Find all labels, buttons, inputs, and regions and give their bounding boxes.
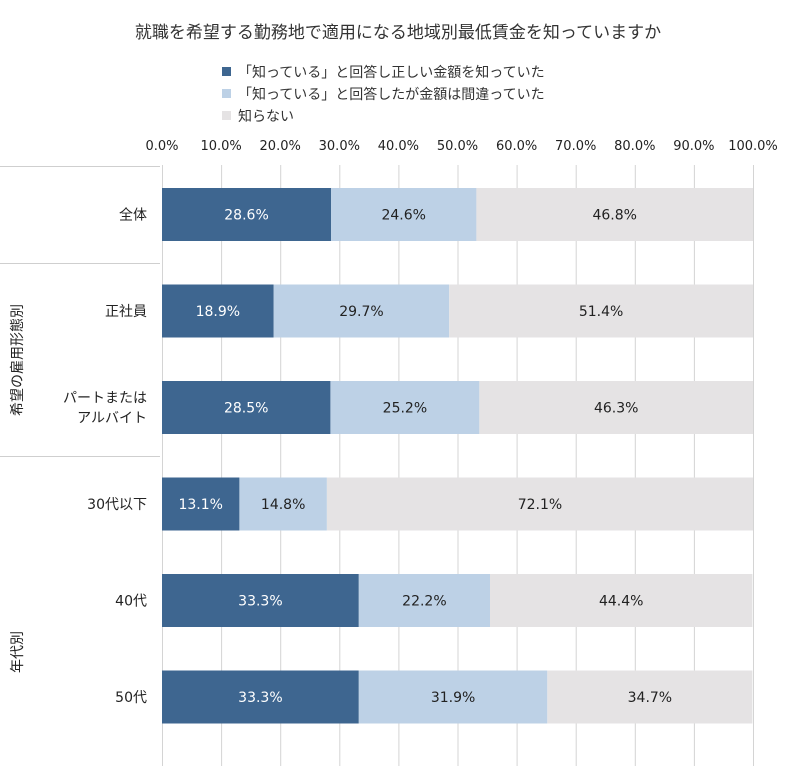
legend-swatch	[222, 111, 231, 120]
data-label: 28.6%	[224, 208, 268, 224]
bar-segment	[239, 477, 327, 531]
bar-segment	[449, 284, 753, 338]
category-label: パートまたは	[63, 391, 147, 407]
data-label: 24.6%	[381, 208, 425, 224]
data-label: 33.3%	[238, 690, 282, 706]
category-label: 全体	[119, 207, 147, 224]
legend-entry: 「知っている」と回答したが金額は間違っていた	[238, 86, 545, 103]
data-label: 28.5%	[224, 401, 268, 417]
bar-segment	[331, 188, 477, 241]
bar-segment	[273, 284, 450, 338]
legend-entry: 「知っている」と回答し正しい金額を知っていた	[238, 64, 545, 81]
legend-swatch	[222, 67, 231, 76]
category-label: 50代	[115, 690, 147, 706]
data-label: 33.3%	[238, 594, 282, 610]
x-tick-label: 10.0%	[200, 139, 241, 154]
group-label: 年代別	[10, 631, 26, 673]
bar-segment	[479, 381, 753, 434]
x-tick-label: 50.0%	[437, 139, 478, 154]
data-label: 29.7%	[339, 304, 383, 320]
bar-segment	[162, 477, 240, 531]
bar-segment	[358, 574, 491, 627]
legend-entry: 知らない	[238, 108, 294, 125]
data-label: 18.9%	[196, 304, 240, 320]
category-label: アルバイト	[77, 411, 147, 427]
data-label: 22.2%	[402, 594, 446, 610]
data-label: 25.2%	[383, 401, 427, 417]
data-label: 46.3%	[594, 401, 638, 417]
data-label: 31.9%	[431, 690, 475, 706]
category-label: 40代	[115, 594, 147, 610]
bar-segment	[358, 670, 548, 724]
group-label: 希望の雇用形態別	[9, 304, 26, 416]
x-tick-label: 90.0%	[673, 139, 714, 154]
chart-title: 就職を希望する勤務地で適用になる地域別最低賃金を知っていますか	[135, 23, 661, 43]
bar-segment	[476, 188, 753, 241]
data-label: 14.8%	[261, 497, 305, 513]
bar-segment	[162, 381, 331, 434]
x-tick-label: 30.0%	[319, 139, 360, 154]
data-label: 72.1%	[518, 497, 562, 513]
legend-swatch	[222, 89, 231, 98]
x-tick-label: 70.0%	[555, 139, 596, 154]
data-label: 46.8%	[592, 208, 636, 224]
bar-segment	[547, 670, 753, 724]
bar-segment	[162, 284, 274, 338]
x-tick-label: 100.0%	[728, 139, 778, 154]
bar-segment	[330, 381, 480, 434]
data-label: 51.4%	[579, 304, 623, 320]
category-label: 正社員	[105, 304, 147, 320]
bar-segment	[162, 188, 332, 241]
x-tick-label: 20.0%	[260, 139, 301, 154]
data-label: 44.4%	[599, 594, 643, 610]
x-tick-label: 0.0%	[145, 139, 178, 154]
bar-segment	[162, 574, 359, 627]
bar-segment	[326, 477, 753, 531]
bar-segment	[162, 670, 359, 724]
bar-segment	[490, 574, 753, 627]
data-label: 13.1%	[178, 497, 222, 513]
x-tick-label: 60.0%	[496, 139, 537, 154]
data-label: 34.7%	[628, 690, 672, 706]
x-tick-label: 40.0%	[378, 139, 419, 154]
x-tick-label: 80.0%	[614, 139, 655, 154]
category-label: 30代以下	[87, 497, 147, 513]
